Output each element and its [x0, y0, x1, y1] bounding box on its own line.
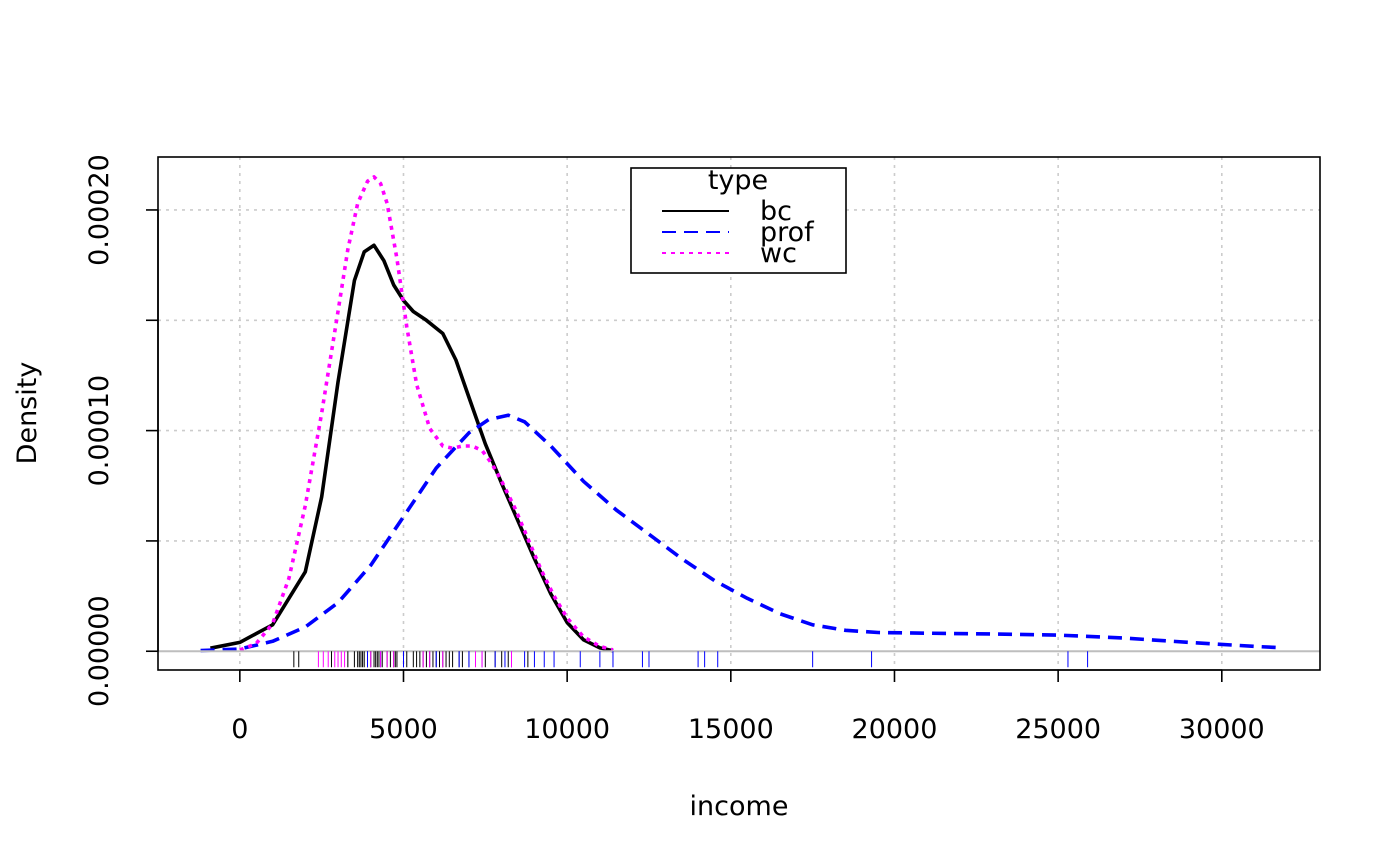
x-tick-label: 10000 [524, 714, 610, 745]
legend-label-prof: prof [760, 217, 815, 248]
y-axis: 0.00000 0.00010 0.00020 [84, 154, 159, 707]
legend-title: type [708, 165, 768, 196]
y-tick-label: 0.00020 [84, 154, 115, 266]
series-line-bc [210, 243, 614, 653]
legend-box [630, 167, 847, 274]
x-tick-label: 20000 [852, 714, 938, 745]
x-tick-label: 5000 [369, 714, 438, 745]
y-axis-title: Density [12, 362, 43, 465]
y-tick-label: 0.00000 [84, 595, 115, 707]
series-line-wc [239, 175, 614, 652]
x-axis-title: income [690, 791, 789, 822]
series-line-prof [200, 413, 1281, 653]
legend-label-wc: wc [760, 238, 797, 269]
x-axis: 0 5000 10000 15000 20000 25000 30000 [231, 669, 1265, 745]
y-tick-label: 0.00010 [84, 375, 115, 487]
x-tick-label: 0 [231, 714, 248, 745]
rug-marks [293, 651, 1089, 668]
x-tick-label: 30000 [1179, 714, 1265, 745]
x-tick-label: 25000 [1015, 714, 1101, 745]
series-lines [200, 175, 1281, 653]
x-tick-label: 15000 [688, 714, 774, 745]
legend-label-bc: bc [760, 196, 792, 227]
